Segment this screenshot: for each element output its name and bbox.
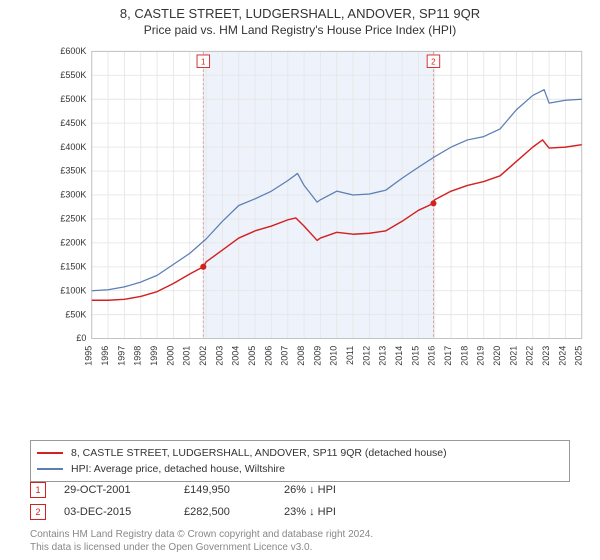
svg-text:£300K: £300K xyxy=(60,190,86,200)
svg-text:1995: 1995 xyxy=(84,346,94,366)
sale-price: £282,500 xyxy=(184,506,284,518)
svg-text:2003: 2003 xyxy=(214,346,224,366)
svg-text:2018: 2018 xyxy=(459,346,469,366)
svg-text:2020: 2020 xyxy=(492,346,502,366)
svg-text:2025: 2025 xyxy=(574,346,584,366)
sale-diff: 23% ↓ HPI xyxy=(284,506,404,518)
sale-marker-box: 1 xyxy=(30,482,46,498)
svg-text:2000: 2000 xyxy=(165,346,175,366)
legend-swatch xyxy=(37,452,63,454)
legend-row: HPI: Average price, detached house, Wilt… xyxy=(37,461,563,477)
svg-text:2005: 2005 xyxy=(247,346,257,366)
sale-diff: 26% ↓ HPI xyxy=(284,484,404,496)
legend-label: 8, CASTLE STREET, LUDGERSHALL, ANDOVER, … xyxy=(71,447,447,459)
legend-label: HPI: Average price, detached house, Wilt… xyxy=(71,463,285,475)
svg-text:2002: 2002 xyxy=(198,346,208,366)
svg-text:£450K: £450K xyxy=(60,118,86,128)
sale-marker-box: 2 xyxy=(30,504,46,520)
footer-line: This data is licensed under the Open Gov… xyxy=(30,541,373,554)
svg-text:2: 2 xyxy=(431,57,436,66)
svg-text:2024: 2024 xyxy=(557,346,567,366)
footer-line: Contains HM Land Registry data © Crown c… xyxy=(30,528,373,541)
svg-text:1996: 1996 xyxy=(100,346,110,366)
svg-text:£400K: £400K xyxy=(60,142,86,152)
svg-text:2016: 2016 xyxy=(427,346,437,366)
svg-text:2001: 2001 xyxy=(182,346,192,366)
svg-text:2012: 2012 xyxy=(361,346,371,366)
svg-text:2008: 2008 xyxy=(296,346,306,366)
svg-text:2009: 2009 xyxy=(312,346,322,366)
svg-text:1999: 1999 xyxy=(149,346,159,366)
svg-text:£200K: £200K xyxy=(60,238,86,248)
svg-text:2015: 2015 xyxy=(410,346,420,366)
svg-text:2023: 2023 xyxy=(541,346,551,366)
svg-text:2019: 2019 xyxy=(476,346,486,366)
svg-text:£550K: £550K xyxy=(60,70,86,80)
svg-text:£600K: £600K xyxy=(60,46,86,56)
sale-marker-num: 2 xyxy=(35,507,40,517)
title-subtitle: Price paid vs. HM Land Registry's House … xyxy=(0,23,600,37)
svg-text:1997: 1997 xyxy=(116,346,126,366)
svg-text:£50K: £50K xyxy=(65,309,86,319)
svg-text:2007: 2007 xyxy=(280,346,290,366)
sale-row: 2 03-DEC-2015 £282,500 23% ↓ HPI xyxy=(30,502,404,522)
chart-container: 8, CASTLE STREET, LUDGERSHALL, ANDOVER, … xyxy=(0,0,600,560)
sale-price: £149,950 xyxy=(184,484,284,496)
legend-swatch xyxy=(37,468,63,470)
svg-text:2006: 2006 xyxy=(263,346,273,366)
legend-row: 8, CASTLE STREET, LUDGERSHALL, ANDOVER, … xyxy=(37,445,563,461)
svg-text:2021: 2021 xyxy=(508,346,518,366)
sale-row: 1 29-OCT-2001 £149,950 26% ↓ HPI xyxy=(30,480,404,500)
svg-text:2017: 2017 xyxy=(443,346,453,366)
svg-text:2022: 2022 xyxy=(525,346,535,366)
svg-text:£250K: £250K xyxy=(60,214,86,224)
sale-date: 29-OCT-2001 xyxy=(64,484,184,496)
svg-text:£350K: £350K xyxy=(60,166,86,176)
svg-text:1: 1 xyxy=(201,57,206,66)
svg-text:2011: 2011 xyxy=(345,346,355,365)
svg-text:£150K: £150K xyxy=(60,261,86,271)
svg-text:2013: 2013 xyxy=(378,346,388,366)
svg-text:2014: 2014 xyxy=(394,346,404,366)
sale-date: 03-DEC-2015 xyxy=(64,506,184,518)
svg-text:2004: 2004 xyxy=(231,346,241,366)
legend: 8, CASTLE STREET, LUDGERSHALL, ANDOVER, … xyxy=(30,440,570,482)
title-address: 8, CASTLE STREET, LUDGERSHALL, ANDOVER, … xyxy=(0,6,600,21)
svg-text:1998: 1998 xyxy=(133,346,143,366)
svg-text:£0: £0 xyxy=(76,333,86,343)
title-block: 8, CASTLE STREET, LUDGERSHALL, ANDOVER, … xyxy=(0,0,600,37)
svg-text:£100K: £100K xyxy=(60,285,86,295)
svg-text:£500K: £500K xyxy=(60,94,86,104)
sales-table: 1 29-OCT-2001 £149,950 26% ↓ HPI 2 03-DE… xyxy=(30,480,404,524)
line-chart: £0 £50K £100K £150K £200K £250K £300K £350K £400… xyxy=(44,46,590,396)
sale-marker-num: 1 xyxy=(35,485,40,495)
svg-text:2010: 2010 xyxy=(329,346,339,366)
footer: Contains HM Land Registry data © Crown c… xyxy=(30,528,373,554)
